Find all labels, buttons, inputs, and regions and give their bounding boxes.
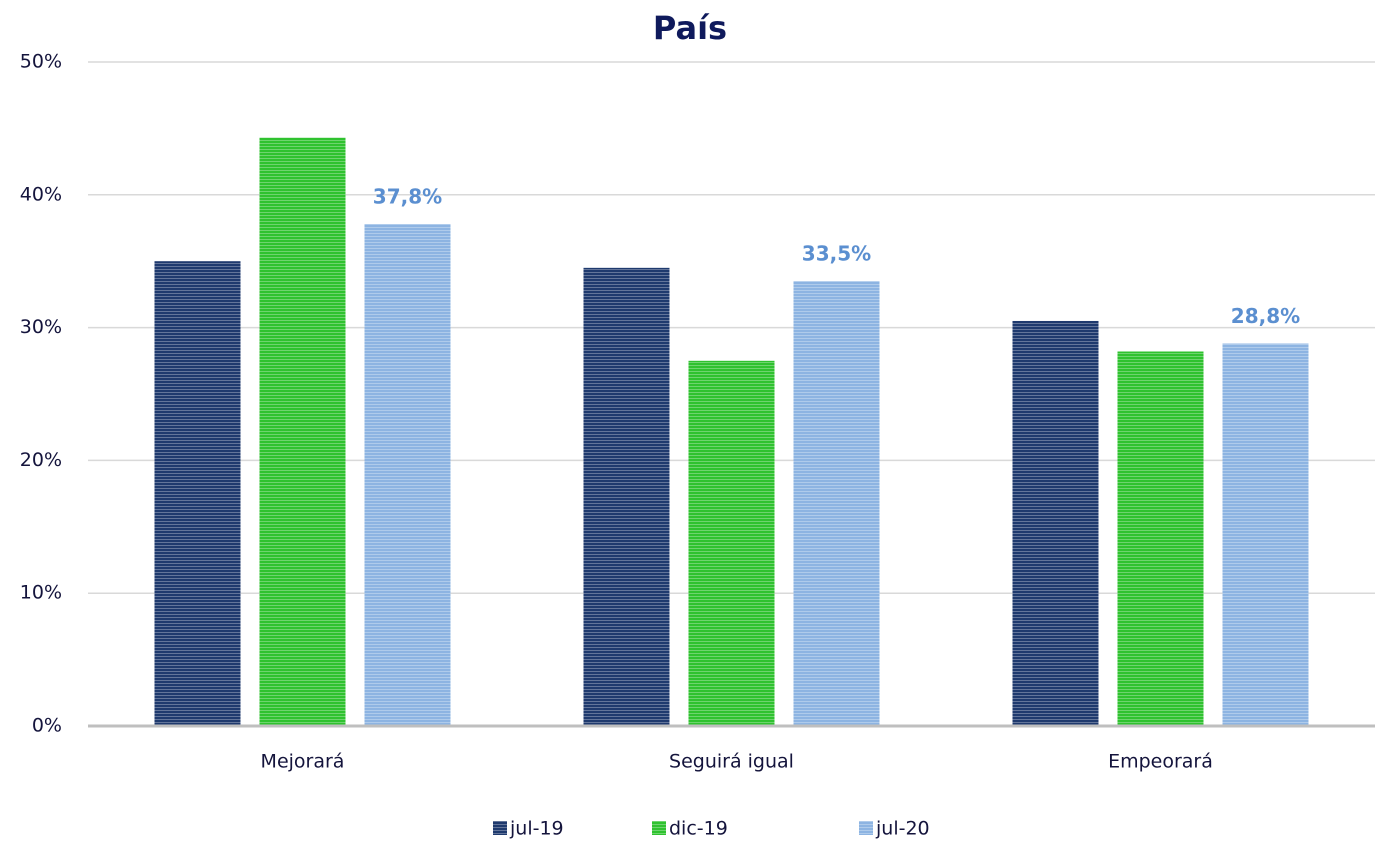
- y-tick-label: 20%: [20, 449, 62, 471]
- bar: [688, 360, 775, 726]
- bar: [154, 261, 241, 726]
- chart-title: País: [653, 9, 727, 47]
- bar: [583, 267, 670, 726]
- y-tick-label: 50%: [20, 51, 62, 73]
- data-label: 33,5%: [802, 242, 871, 266]
- legend-label: jul-20: [875, 818, 930, 840]
- bar: [793, 281, 880, 726]
- data-label: 28,8%: [1231, 304, 1300, 328]
- legend-swatch: [493, 821, 507, 835]
- bar: [1222, 343, 1309, 726]
- y-tick-label: 0%: [32, 715, 62, 737]
- x-tick-label: Mejorará: [261, 751, 345, 773]
- bar: [259, 137, 346, 727]
- legend-swatch: [652, 821, 666, 835]
- x-tick-label: Empeorará: [1108, 751, 1213, 773]
- y-tick-label: 10%: [20, 582, 62, 604]
- y-tick-label: 40%: [20, 183, 62, 205]
- legend-swatch: [859, 821, 873, 835]
- y-tick-label: 30%: [20, 316, 62, 338]
- bar: [364, 224, 451, 727]
- x-tick-label: Seguirá igual: [669, 751, 794, 773]
- bar: [1117, 351, 1204, 726]
- legend-label: jul-19: [509, 818, 564, 840]
- bar: [1012, 320, 1099, 726]
- data-label: 37,8%: [373, 185, 442, 209]
- legend-label: dic-19: [669, 818, 728, 840]
